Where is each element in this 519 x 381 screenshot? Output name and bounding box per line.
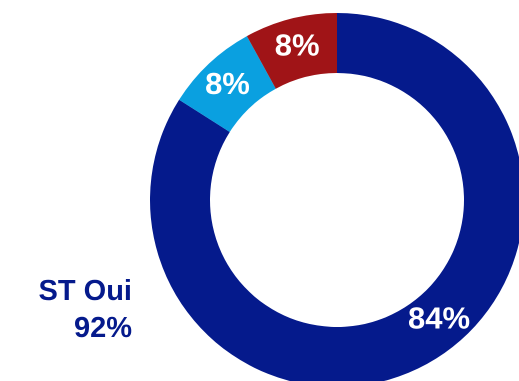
donut-slice-0 <box>150 13 519 381</box>
group-label-name: ST Oui <box>38 275 132 307</box>
donut-slice-2 <box>246 13 337 89</box>
donut-slice-1 <box>179 36 276 132</box>
donut-slice-label-0: 84% <box>408 301 470 336</box>
donut-slice-labels: 84% 8% 8% <box>205 28 470 336</box>
donut-slice-label-2: 8% <box>275 28 320 63</box>
group-label-value: 92% <box>73 312 132 344</box>
donut-slices <box>150 13 519 381</box>
donut-slice-label-1: 8% <box>205 66 250 101</box>
